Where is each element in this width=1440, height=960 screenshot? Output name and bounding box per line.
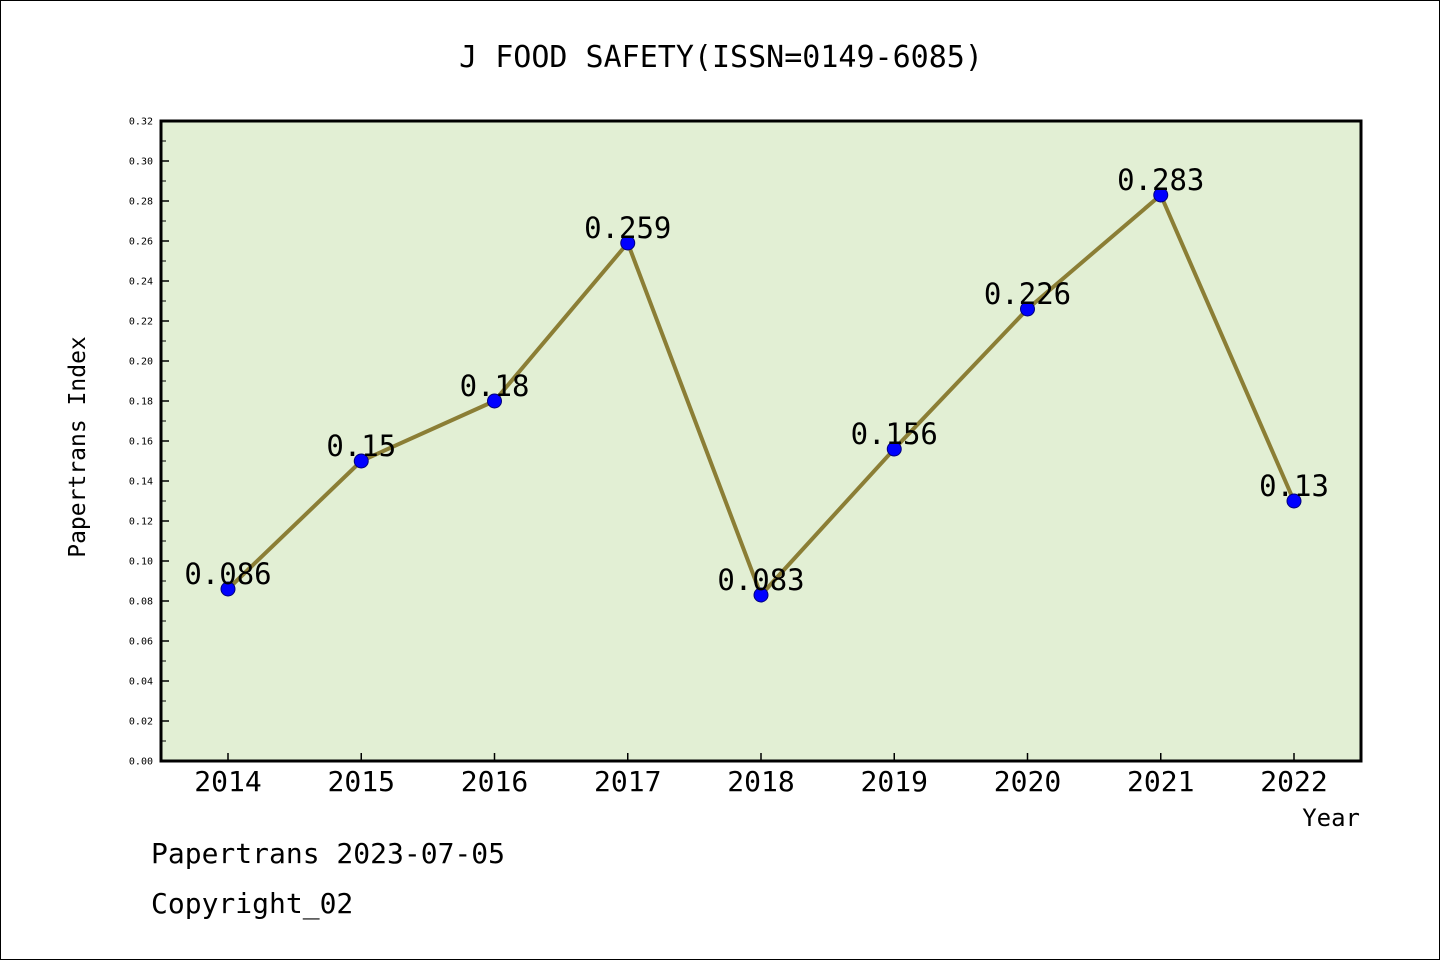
- data-point: [1153, 187, 1169, 203]
- data-point: [220, 581, 236, 597]
- data-point: [487, 393, 502, 409]
- y-tick-label: 0.28: [129, 197, 153, 208]
- y-tick-label: 0.00: [129, 757, 153, 768]
- data-point: [753, 587, 769, 603]
- y-tick-label: 0.18: [129, 397, 153, 408]
- plot-frame: [159, 119, 1363, 763]
- data-label: 0.13: [1259, 469, 1329, 503]
- x-tick-label: 2016: [461, 765, 528, 798]
- y-tick-label: 0.24: [129, 277, 153, 288]
- x-tick-label: 2018: [727, 765, 794, 798]
- data-point: [620, 235, 636, 251]
- y-tick-label: 0.08: [129, 597, 153, 608]
- x-tick-label: 2017: [594, 765, 661, 798]
- y-tick-label: 0.22: [129, 317, 153, 328]
- data-series: 0.086 0.15 0.18 0.259 0.083 0.156 0.226 0.283 0.…: [184, 163, 1329, 603]
- y-tick-label: 0.16: [129, 437, 153, 448]
- data-label: 0.259: [584, 211, 671, 245]
- x-tick-label: 2015: [328, 765, 395, 798]
- y-tick-label: 0.02: [129, 717, 153, 728]
- x-axis-ticks: 2014 2015 2016 2017 2018 2019 2020 2021 2022: [194, 753, 1328, 798]
- chart-title: J FOOD SAFETY(ISSN=0149-6085): [459, 40, 983, 75]
- footer-source: Papertrans 2023-07-05: [151, 837, 506, 870]
- data-label: 0.15: [326, 429, 396, 463]
- data-point: [1020, 301, 1035, 317]
- data-point: [353, 453, 369, 469]
- y-tick-label: 0.12: [129, 517, 153, 528]
- x-axis-label: Year: [1302, 804, 1360, 832]
- data-label: 0.083: [717, 563, 804, 597]
- y-tick-label: 0.04: [129, 677, 153, 688]
- x-tick-label: 2014: [194, 765, 261, 798]
- y-tick-label: 0.32: [129, 117, 153, 128]
- x-tick-label: 2022: [1260, 765, 1327, 798]
- y-tick-label: 0.14: [129, 477, 153, 488]
- data-label: 0.226: [984, 277, 1071, 311]
- data-point: [1286, 493, 1302, 509]
- data-label: 0.18: [460, 369, 530, 403]
- plot-area: [161, 121, 1361, 761]
- data-label: 0.086: [184, 557, 271, 591]
- data-label: 0.156: [851, 417, 938, 451]
- data-label: 0.283: [1117, 163, 1204, 197]
- footer-copyright: Copyright_02: [151, 887, 354, 920]
- y-tick-label: 0.26: [129, 237, 153, 248]
- y-axis-label: Papertrans Index: [65, 336, 91, 558]
- x-tick-label: 2020: [994, 765, 1061, 798]
- y-tick-label: 0.20: [129, 357, 153, 368]
- y-tick-label: 0.10: [129, 557, 153, 568]
- x-tick-label: 2021: [1127, 765, 1194, 798]
- y-tick-label: 0.06: [129, 637, 153, 648]
- x-tick-label: 2019: [861, 765, 928, 798]
- data-point: [886, 441, 902, 457]
- y-tick-label: 0.30: [129, 157, 153, 168]
